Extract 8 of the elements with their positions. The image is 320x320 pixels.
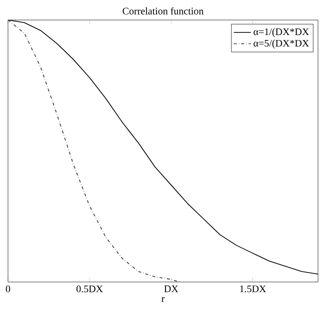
legend-label: α=1/(DX*DX (254, 28, 309, 38)
x-axis-title: r (162, 297, 165, 302)
x-tick-label: 1.5DX (240, 286, 266, 292)
legend-label: α=5/(DX*DX (254, 40, 309, 49)
x-tick-label: DX (164, 286, 178, 292)
x-tick-label: 0.5DX (76, 286, 103, 292)
x-tick-label: 0 (6, 286, 10, 292)
chart-title: Correlation function (122, 7, 204, 14)
